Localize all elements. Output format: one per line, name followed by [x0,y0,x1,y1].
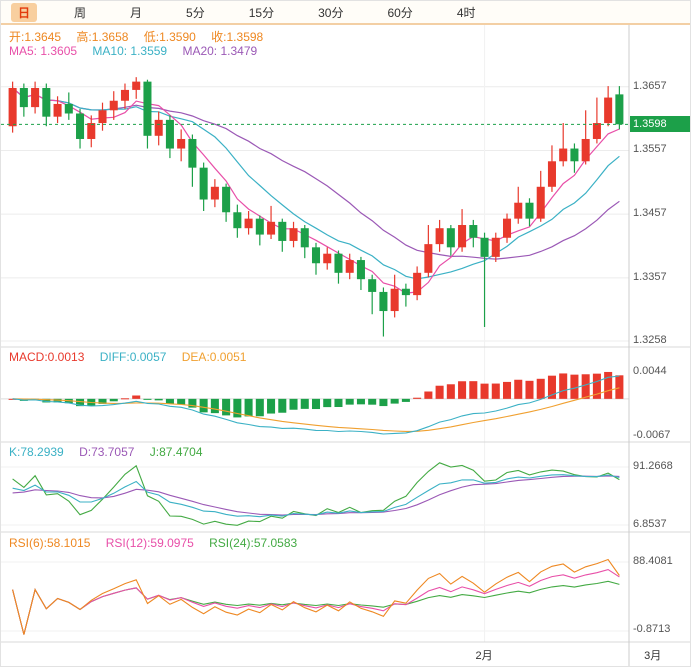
diff-value: DIFF:0.0057 [99,350,167,364]
rsi24-value: RSI(24):57.0583 [209,536,298,550]
ma5-value: MA5: 1.3605 [9,44,78,58]
current-price-tag: 1.3598 [630,116,690,133]
close-value: 收:1.3598 [211,30,264,44]
kdj-axis-max: 91.2668 [633,460,673,472]
tab-timeframe-5[interactable]: 30分 [318,5,344,20]
j-value: J:87.4704 [149,445,203,459]
price-axis-label: 1.3657 [633,79,667,92]
time-axis-label: 3月 [644,650,662,662]
tab-timeframe-7[interactable]: 4时 [456,5,476,20]
high-value: 高:1.3658 [76,30,129,44]
tab-timeframe-0[interactable]: 日 [11,2,38,22]
d-value: D:73.7057 [79,445,135,459]
tab-timeframe-1[interactable]: 周 [74,5,87,20]
kdj-readout: K:78.2939 D:73.7057 J:87.4704 [9,445,215,459]
macd-readout: MACD:0.0013 DIFF:0.0057 DEA:0.0051 [9,350,258,364]
k-value: K:78.2939 [9,445,64,459]
current-price-value: 1.3598 [633,118,667,131]
ma10-value: MA10: 1.3559 [92,44,168,58]
tab-timeframe-4[interactable]: 15分 [248,5,275,20]
tab-timeframe-6[interactable]: 60分 [387,5,413,20]
tab-timeframe-3[interactable]: 5分 [186,5,205,20]
macd-value: MACD:0.0013 [9,350,85,364]
price-axis-label: 1.3357 [633,270,667,283]
dea-value: DEA:0.0051 [181,350,247,364]
time-axis-label: 2月 [475,650,493,662]
kdj-axis-min: 6.8537 [633,518,667,530]
price-axis-label: 1.3457 [633,207,667,220]
price-axis-label: 1.3557 [633,143,667,156]
open-value: 开:1.3645 [9,30,62,44]
rsi-readout: RSI(6):58.1015 RSI(12):59.0975 RSI(24):5… [9,536,309,550]
ma-readout: MA5: 1.3605 MA10: 1.3559 MA20: 1.3479 [9,44,269,58]
rsi-axis-max: 88.4081 [633,555,673,567]
low-value: 低:1.3590 [143,30,196,44]
macd-axis-max: 0.0044 [633,365,667,377]
ma20-value: MA20: 1.3479 [182,44,258,58]
ohlc-readout: 开:1.3645 高:1.3658 低:1.3590 收:1.3598 [9,28,275,45]
rsi6-value: RSI(6):58.1015 [9,536,91,550]
price-axis-label: 1.3258 [633,334,667,346]
timeframe-tabbar: 日 周 月 5分 15分 30分 60分 4时 [1,1,690,25]
tab-timeframe-2[interactable]: 月 [130,5,143,20]
rsi12-value: RSI(12):59.0975 [105,536,194,550]
macd-axis-min: -0.0067 [633,429,671,441]
rsi-axis-min: -0.8713 [633,623,671,635]
